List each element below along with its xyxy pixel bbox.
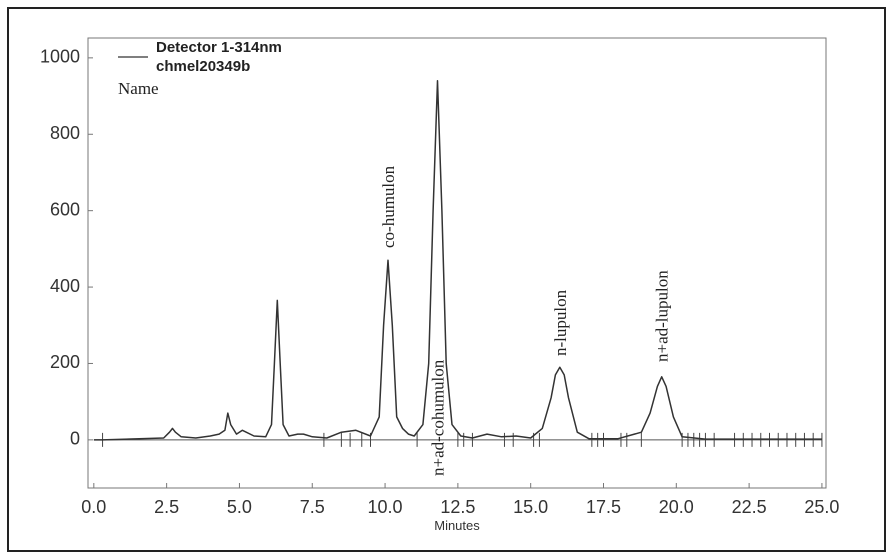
y-tick-label: 400	[50, 276, 80, 296]
y-tick-label: 600	[50, 199, 80, 219]
x-tick-label: 2.5	[154, 497, 179, 517]
y-tick-label: 800	[50, 123, 80, 143]
x-axis-label: Minutes	[434, 518, 480, 533]
peak-annotation: n+ad-lupulon	[653, 270, 672, 362]
x-tick-label: 10.0	[368, 497, 403, 517]
peak-annotation: n+ad-cohumulon	[428, 359, 447, 476]
x-tick-label: 15.0	[513, 497, 548, 517]
x-tick-label: 17.5	[586, 497, 621, 517]
x-tick-label: 20.0	[659, 497, 694, 517]
legend-entry: chmel20349b	[156, 58, 250, 75]
peak-annotation: n-lupulon	[551, 289, 570, 356]
plot-area	[87, 37, 827, 489]
legend-caption: Name	[118, 79, 159, 98]
x-tick-label: 0.0	[81, 497, 106, 517]
y-tick-label: 1000	[40, 47, 80, 67]
frame	[7, 7, 886, 552]
x-tick-label: 12.5	[440, 497, 475, 517]
chromatogram-line	[93, 80, 822, 441]
x-tick-label: 25.0	[804, 497, 839, 517]
x-tick-label: 5.0	[227, 497, 252, 517]
legend-entry: Detector 1-314nm	[156, 39, 282, 56]
x-tick-label: 22.5	[732, 497, 767, 517]
x-tick-label: 7.5	[300, 497, 325, 517]
peak-annotation: co-humulon	[379, 165, 398, 248]
y-tick-label: 200	[50, 352, 80, 372]
y-tick-label: 0	[70, 429, 80, 449]
